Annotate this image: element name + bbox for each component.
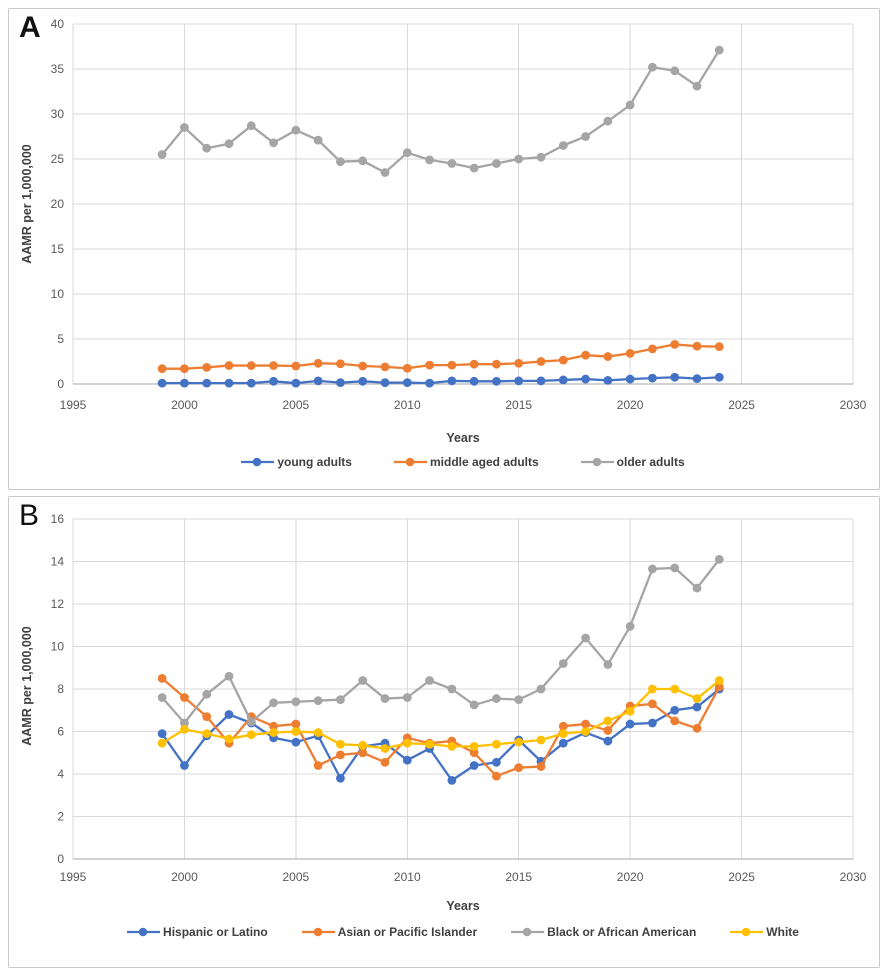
- legend-item-white: White: [730, 925, 799, 939]
- svg-text:2010: 2010: [394, 398, 421, 412]
- panel-a-label: A: [19, 11, 41, 44]
- svg-text:2030: 2030: [840, 398, 867, 412]
- svg-text:2000: 2000: [171, 870, 198, 884]
- legend-line-marker-icon: [301, 927, 335, 937]
- svg-text:2005: 2005: [283, 870, 310, 884]
- svg-text:35: 35: [51, 62, 65, 76]
- svg-text:40: 40: [51, 17, 65, 31]
- svg-text:2015: 2015: [505, 870, 532, 884]
- legend-line-marker-icon: [241, 457, 275, 467]
- panel-a: A AAMR per 1,000,000 1995 2000 2005 2010 201…: [8, 8, 880, 490]
- svg-text:15: 15: [51, 242, 65, 256]
- legend-item-young-adults: young adults: [241, 455, 352, 469]
- chart-b-plot: 1995 2000 2005 2010 2015 2020 2025 2030 0 2 4 6 8 10 1…: [51, 512, 867, 884]
- svg-text:2020: 2020: [617, 870, 644, 884]
- svg-text:2025: 2025: [728, 870, 755, 884]
- svg-text:0: 0: [57, 852, 64, 866]
- svg-text:2: 2: [57, 810, 64, 824]
- svg-text:2025: 2025: [728, 398, 755, 412]
- svg-text:4: 4: [57, 767, 64, 781]
- legend-item-middle-aged-adults: middle aged adults: [393, 455, 539, 469]
- legend-item-black-or-african-american: Black or African American: [511, 925, 696, 939]
- legend-line-marker-icon: [127, 927, 161, 937]
- svg-text:2010: 2010: [394, 870, 421, 884]
- legend-line-marker-icon: [580, 457, 614, 467]
- svg-text:1995: 1995: [60, 398, 87, 412]
- svg-text:2015: 2015: [505, 398, 532, 412]
- svg-text:10: 10: [51, 287, 65, 301]
- legend-label: older adults: [616, 455, 685, 469]
- svg-text:25: 25: [51, 152, 65, 166]
- svg-text:2020: 2020: [617, 398, 644, 412]
- legend-item-asian-or-pacific-islander: Asian or Pacific Islander: [301, 925, 478, 939]
- legend-label: Hispanic or Latino: [163, 925, 268, 939]
- panel-b-label: B: [19, 499, 40, 532]
- panel-a-x-axis-title: Years: [446, 431, 480, 445]
- legend-label: White: [766, 925, 799, 939]
- svg-text:8: 8: [57, 682, 64, 696]
- chart-a-legend: young adults middle aged adults older adul…: [73, 455, 853, 469]
- legend-label: Asian or Pacific Islander: [337, 925, 478, 939]
- chart-a-plot: 1995 2000 2005 2010 2015 2020 2025 203005101520…: [51, 17, 867, 412]
- legend-line-marker-icon: [393, 457, 427, 467]
- svg-text:30: 30: [51, 107, 65, 121]
- svg-text:10: 10: [51, 640, 65, 654]
- svg-text:0: 0: [57, 377, 64, 391]
- panel-b: B AAMR per 1,000,000 1995 2000 2005 2010 201…: [8, 496, 880, 968]
- svg-text:20: 20: [51, 197, 65, 211]
- svg-text:2030: 2030: [840, 870, 867, 884]
- legend-item-older-adults: older adults: [580, 455, 685, 469]
- svg-text:1995: 1995: [60, 870, 87, 884]
- svg-text:16: 16: [51, 512, 65, 526]
- panel-b-x-axis-title: Years: [446, 899, 480, 913]
- svg-text:12: 12: [51, 597, 65, 611]
- svg-text:2005: 2005: [283, 398, 310, 412]
- svg-text:14: 14: [51, 555, 65, 569]
- svg-text:2000: 2000: [171, 398, 198, 412]
- chart-b-legend: Hispanic or Latino Asian or Pacific Islan…: [73, 925, 853, 939]
- legend-label: young adults: [277, 455, 352, 469]
- legend-line-marker-icon: [730, 927, 764, 937]
- legend-item-hispanic-or-latino: Hispanic or Latino: [127, 925, 268, 939]
- legend-line-marker-icon: [511, 927, 545, 937]
- svg-text:5: 5: [57, 332, 64, 346]
- legend-label: middle aged adults: [429, 455, 539, 469]
- svg-text:6: 6: [57, 725, 64, 739]
- legend-label: Black or African American: [547, 925, 697, 939]
